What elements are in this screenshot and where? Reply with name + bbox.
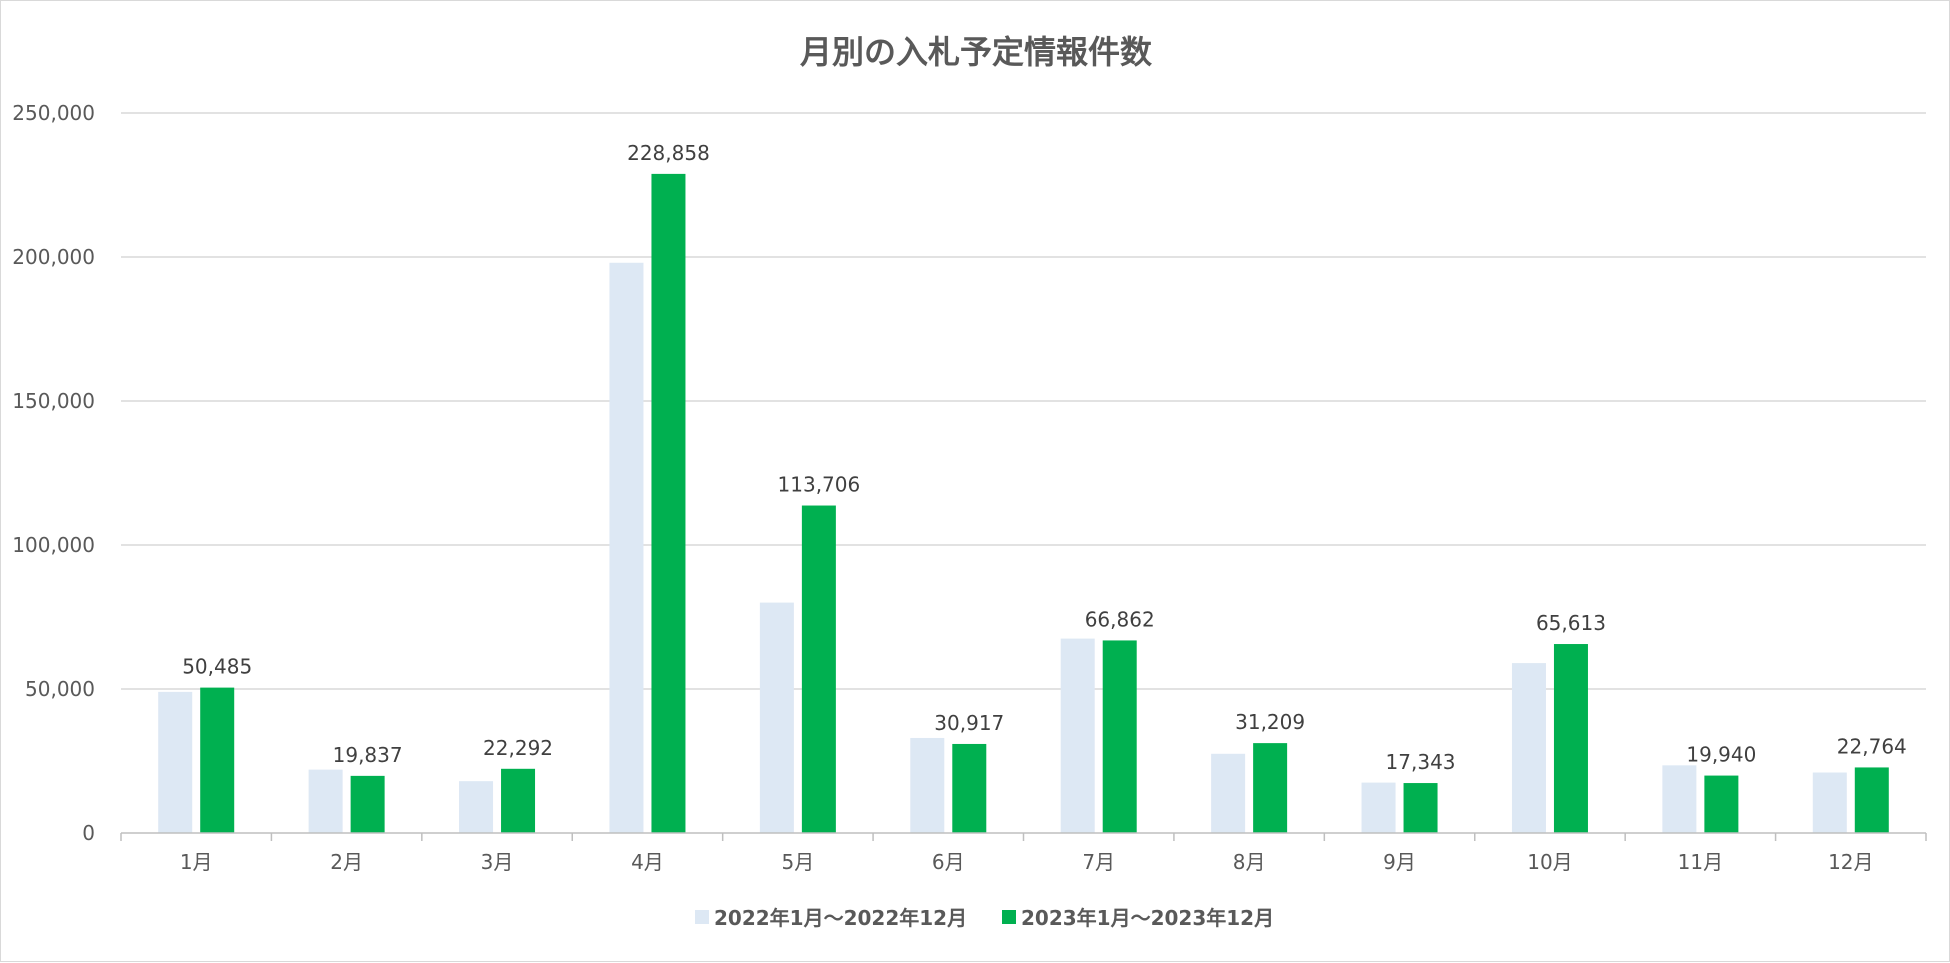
y-axis-ticks: 0 50,000 100,000 150,000 200,000 250,000 (12, 101, 95, 845)
bar-2023 (801, 505, 836, 833)
bar-2023 (200, 687, 235, 833)
bar-2023 (1253, 743, 1288, 833)
bar-2022 (1662, 765, 1697, 833)
data-label-2023: 19,837 (333, 743, 403, 767)
data-label-2023: 50,485 (182, 655, 252, 679)
data-label-2023: 22,764 (1837, 734, 1907, 758)
y-tick-label: 200,000 (12, 245, 95, 269)
x-tick-label: 3月 (481, 850, 514, 874)
bar-2022 (1211, 753, 1246, 833)
bar-2023 (651, 173, 686, 833)
chart-title: 月別の入札予定情報件数 (800, 33, 1153, 71)
bar-2022 (609, 262, 644, 833)
bar-2022 (1060, 638, 1095, 833)
y-tick-label: 250,000 (12, 101, 95, 125)
data-label-2023: 65,613 (1536, 611, 1606, 635)
bar-2022 (1361, 782, 1396, 833)
bar-2023 (1553, 644, 1588, 833)
bar-2022 (308, 769, 343, 833)
bar-2022 (1812, 772, 1847, 833)
legend-label: 2023年1月～2023年12月 (1021, 906, 1274, 930)
x-tick-label: 2月 (330, 850, 363, 874)
data-labels: 50,485 19,837 22,292 228,858 113,706 30,917 66… (182, 141, 1907, 774)
x-tick-label: 6月 (932, 850, 965, 874)
data-label-2023: 228,858 (627, 141, 710, 165)
x-axis: 1月 2月 3月 4月 5月 6月 7月 8月 9月 10月 11月 12月 (120, 832, 1927, 874)
bar-2023 (1102, 640, 1137, 833)
y-tick-label: 0 (82, 821, 95, 845)
data-label-2023: 113,706 (778, 473, 861, 497)
gridlines (121, 112, 1926, 690)
data-label-2023: 30,917 (934, 711, 1004, 735)
x-tick-label: 1月 (180, 850, 213, 874)
bar-2023 (350, 775, 385, 833)
x-tick-label: 11月 (1678, 850, 1723, 874)
bars (158, 173, 1889, 833)
bar-2023 (1403, 783, 1438, 833)
data-label-2023: 66,862 (1085, 607, 1155, 631)
x-tick-label: 4月 (631, 850, 664, 874)
bar-2023 (1854, 767, 1889, 833)
bar-2022 (759, 602, 794, 833)
y-tick-label: 100,000 (12, 533, 95, 557)
y-tick-label: 150,000 (12, 389, 95, 413)
legend-swatch (1002, 910, 1016, 924)
x-tick-label: 8月 (1233, 850, 1266, 874)
bar-2023 (501, 768, 536, 833)
bar-2023 (1704, 775, 1739, 833)
y-tick-label: 50,000 (25, 677, 95, 701)
data-label-2023: 19,940 (1686, 743, 1756, 767)
data-label-2023: 22,292 (483, 736, 553, 760)
bar-2022 (1511, 663, 1546, 833)
x-tick-label: 12月 (1828, 850, 1873, 874)
legend-label: 2022年1月～2022年12月 (714, 906, 967, 930)
x-tick-label: 10月 (1527, 850, 1572, 874)
x-tick-label: 9月 (1383, 850, 1416, 874)
legend-swatch (695, 910, 709, 924)
bar-2022 (158, 691, 193, 833)
bar-2022 (910, 737, 945, 833)
bar-2022 (459, 781, 494, 833)
bar-2023 (952, 743, 987, 833)
data-label-2023: 31,209 (1235, 710, 1305, 734)
legend: 2022年1月～2022年12月 2023年1月～2023年12月 (695, 906, 1274, 930)
x-tick-label: 5月 (782, 850, 815, 874)
x-tick-label: 7月 (1082, 850, 1115, 874)
data-label-2023: 17,343 (1386, 750, 1456, 774)
